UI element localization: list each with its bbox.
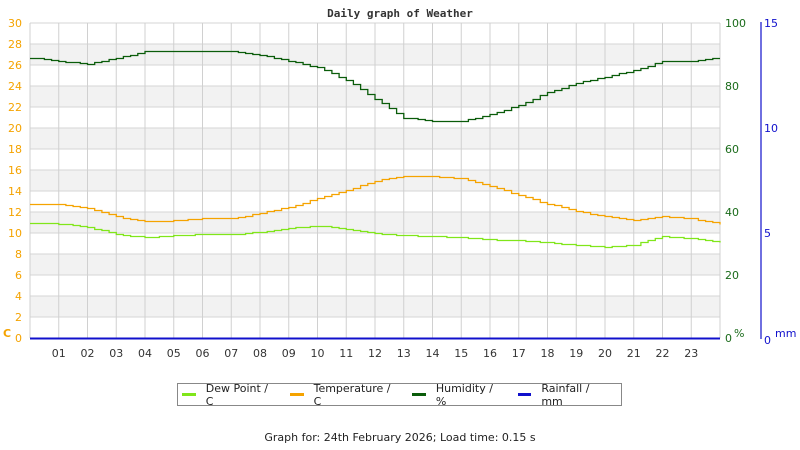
svg-text:%: % [734, 327, 744, 340]
legend-label: Temperature / C [313, 381, 391, 408]
svg-text:18: 18 [8, 143, 22, 156]
svg-text:10: 10 [311, 347, 325, 360]
svg-text:09: 09 [282, 347, 296, 360]
svg-text:21: 21 [627, 347, 641, 360]
svg-text:12: 12 [8, 206, 22, 219]
legend-label: Dew Point / C [205, 381, 268, 408]
svg-text:0: 0 [15, 332, 22, 345]
legend-item-temperature: Temperature / C [289, 381, 400, 408]
svg-text:4: 4 [15, 290, 22, 303]
chart-title: Daily graph of Weather [327, 7, 473, 20]
svg-text:26: 26 [8, 59, 22, 72]
svg-text:6: 6 [15, 269, 22, 282]
dew-point-swatch-icon [182, 393, 196, 396]
svg-text:20: 20 [8, 122, 22, 135]
svg-text:10: 10 [8, 227, 22, 240]
svg-text:24: 24 [8, 80, 22, 93]
svg-text:30: 30 [8, 17, 22, 30]
legend-label: Humidity / % [435, 381, 493, 408]
legend-item-rainfall: Rainfall / mm [517, 381, 613, 408]
svg-text:2: 2 [15, 311, 22, 324]
svg-text:08: 08 [253, 347, 267, 360]
plot-grid [29, 22, 721, 339]
legend-item-dew-point: Dew Point / C [182, 382, 278, 408]
svg-text:22: 22 [656, 347, 670, 360]
svg-text:07: 07 [224, 347, 238, 360]
legend-label: Rainfall / mm [541, 381, 590, 408]
svg-text:20: 20 [598, 347, 612, 360]
svg-text:05: 05 [167, 347, 181, 360]
svg-text:28: 28 [8, 38, 22, 51]
svg-text:15: 15 [454, 347, 468, 360]
legend-item-humidity: Humidity / % [412, 382, 505, 408]
svg-text:14: 14 [8, 185, 22, 198]
svg-text:06: 06 [196, 347, 210, 360]
temperature-swatch-icon [289, 393, 304, 396]
graph-footer: Graph for: 24th February 2026; Load time… [264, 431, 536, 444]
svg-text:22: 22 [8, 101, 22, 114]
svg-text:23: 23 [684, 347, 698, 360]
svg-text:11: 11 [339, 347, 353, 360]
svg-text:16: 16 [8, 164, 22, 177]
humidity-swatch-icon [412, 393, 426, 396]
svg-text:16: 16 [483, 347, 497, 360]
weather-chart: Daily graph of Weather 02468101214161820… [3, 7, 796, 360]
svg-text:14: 14 [426, 347, 440, 360]
svg-text:04: 04 [138, 347, 152, 360]
svg-text:60: 60 [725, 143, 739, 156]
svg-text:18: 18 [541, 347, 555, 360]
svg-text:8: 8 [15, 248, 22, 261]
svg-text:mm: mm [775, 327, 796, 340]
chart-legend: Dew Point / C Temperature / C Humidity /… [177, 381, 622, 408]
svg-text:19: 19 [569, 347, 583, 360]
plot-series [30, 50, 721, 340]
svg-text:10: 10 [764, 122, 778, 135]
svg-text:17: 17 [512, 347, 526, 360]
svg-text:15: 15 [764, 17, 778, 30]
svg-text:0: 0 [725, 332, 732, 345]
rainfall-swatch-icon [517, 393, 532, 396]
svg-text:0: 0 [764, 334, 771, 347]
svg-text:80: 80 [725, 80, 739, 93]
svg-text:13: 13 [397, 347, 411, 360]
svg-text:5: 5 [764, 227, 771, 240]
svg-text:40: 40 [725, 206, 739, 219]
svg-text:02: 02 [81, 347, 95, 360]
svg-text:C: C [3, 327, 11, 340]
svg-text:01: 01 [52, 347, 66, 360]
svg-text:03: 03 [109, 347, 123, 360]
svg-text:20: 20 [725, 269, 739, 282]
svg-text:100: 100 [725, 17, 746, 30]
svg-text:12: 12 [368, 347, 382, 360]
